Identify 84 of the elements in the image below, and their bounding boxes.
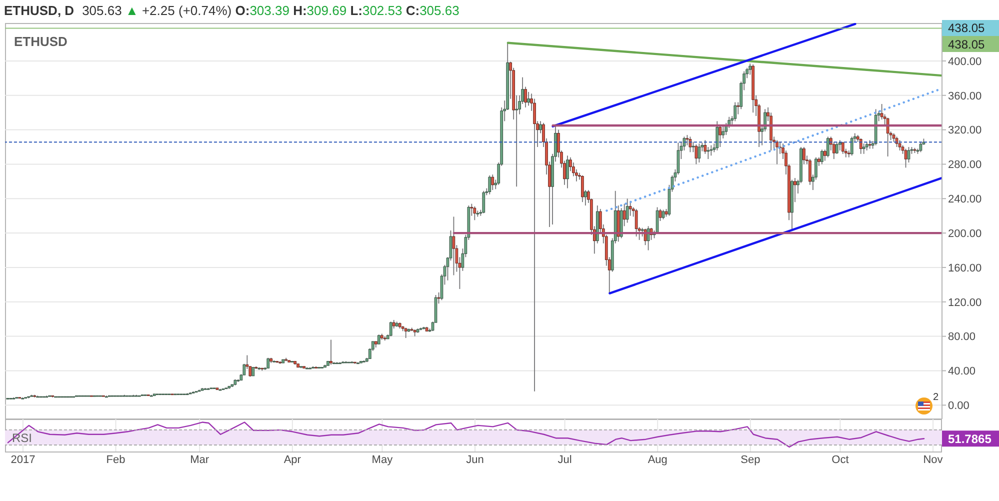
candlestick (437, 292, 440, 304)
candlestick (404, 327, 408, 338)
y-tick-label: 280.00 (948, 159, 982, 172)
candlestick (736, 102, 740, 115)
x-tick-label: Feb (106, 454, 126, 466)
x-tick-label: Mar (190, 454, 210, 466)
candlestick (776, 140, 778, 165)
y-tick-label: 40.00 (948, 366, 976, 378)
candlestick (658, 208, 662, 222)
x-tick-label: May (372, 454, 394, 466)
candlestick (898, 140, 902, 151)
candlestick (622, 203, 626, 227)
candlestick (838, 140, 842, 151)
candlestick (584, 190, 587, 206)
candlestick (710, 144, 713, 156)
candlestick (698, 143, 701, 163)
candlestick (718, 124, 722, 148)
annotation: 2 (933, 392, 939, 403)
candlestick (473, 206, 476, 221)
candlestick (389, 321, 392, 337)
candlestick (824, 149, 826, 162)
x-tick-label: Aug (648, 454, 668, 466)
candlestick (794, 178, 796, 203)
candlestick (886, 117, 890, 157)
candlestick (802, 146, 806, 165)
candlestick (722, 126, 725, 139)
x-tick-label: Nov (923, 454, 944, 466)
y-tick-label: 400.00 (948, 56, 982, 68)
candlestick (330, 339, 332, 366)
ref-line-label: 438.05 (948, 37, 986, 52)
y-tick-label: 320.00 (948, 124, 982, 137)
candlestick (694, 144, 698, 165)
annotation: 51.7865 (948, 432, 992, 446)
candlestick (688, 136, 692, 153)
candlestick (581, 174, 584, 203)
candlestick (820, 149, 824, 165)
candlestick (377, 334, 380, 344)
candlestick (850, 136, 854, 156)
candlestick (716, 120, 719, 151)
x-tick-label: Sep (740, 454, 760, 466)
y-tick-label: 0.00 (948, 400, 970, 412)
candlestick (470, 203, 474, 216)
y-tick-label: 120.00 (948, 296, 982, 309)
text: 438.05 (948, 21, 985, 35)
y-tick-label: 200.00 (948, 228, 982, 240)
candlestick (907, 146, 910, 163)
candlestick (919, 141, 922, 153)
candlestick (662, 209, 665, 220)
chart-title: ETHUSD, D (4, 3, 74, 18)
x-tick-label: Apr (284, 454, 302, 466)
candlestick (859, 138, 862, 154)
candlestick (628, 202, 632, 216)
y-tick-label: 240.00 (948, 194, 982, 206)
text: 305.63 ▲ +2.25 (+0.74%) O:303.39 H:309.69 L:302.53 C:305.63 (82, 3, 460, 18)
x-tick-label: Jul (558, 454, 572, 466)
x-tick-label: 2017 (10, 454, 36, 466)
annotation: ETHUSD (14, 34, 68, 49)
candlestick (539, 120, 542, 134)
candlestick (692, 141, 695, 153)
candlestick (734, 102, 737, 122)
x-tick-label: Oct (832, 454, 849, 466)
candlestick (266, 357, 270, 369)
candlestick (491, 174, 494, 190)
text: RSI (12, 431, 32, 445)
candlestick (748, 63, 752, 76)
candlestick (904, 148, 908, 168)
candlestick (841, 141, 844, 154)
y-tick-label: 80.00 (948, 331, 976, 344)
candlestick (482, 190, 486, 214)
candlestick (835, 141, 838, 154)
candlestick (626, 198, 629, 224)
candlestick (895, 136, 898, 148)
candlestick (826, 136, 830, 158)
candlestick (527, 91, 530, 106)
candlestick (706, 146, 710, 160)
y-tick-label: 160.00 (948, 262, 982, 274)
candlestick (862, 143, 866, 154)
candlestick (566, 155, 569, 189)
candlestick (515, 94, 518, 188)
candlestick (452, 216, 456, 276)
x-tick-label: Jun (466, 454, 484, 466)
candlestick (488, 174, 492, 195)
y-tick-label: 360.00 (948, 90, 982, 102)
candlestick (634, 208, 638, 237)
